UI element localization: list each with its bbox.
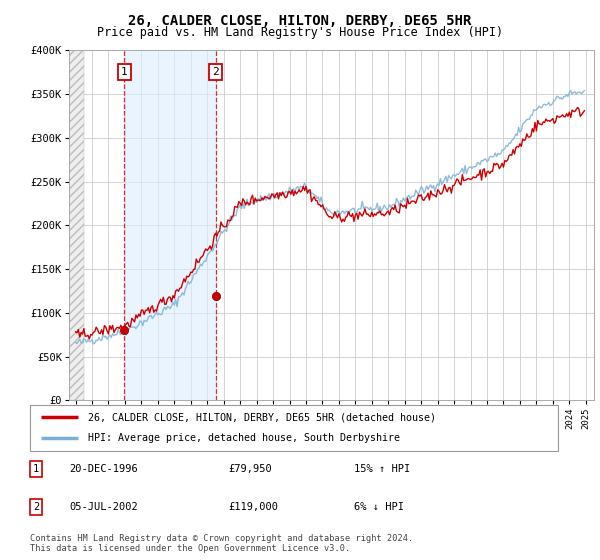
Bar xyxy=(124,50,215,400)
Text: 1: 1 xyxy=(121,67,128,77)
Text: 2: 2 xyxy=(212,67,219,77)
Text: 26, CALDER CLOSE, HILTON, DERBY, DE65 5HR: 26, CALDER CLOSE, HILTON, DERBY, DE65 5H… xyxy=(128,14,472,28)
Text: Contains HM Land Registry data © Crown copyright and database right 2024.
This d: Contains HM Land Registry data © Crown c… xyxy=(30,534,413,553)
Text: 26, CALDER CLOSE, HILTON, DERBY, DE65 5HR (detached house): 26, CALDER CLOSE, HILTON, DERBY, DE65 5H… xyxy=(88,412,436,422)
Text: 2: 2 xyxy=(33,502,39,512)
FancyBboxPatch shape xyxy=(30,405,558,451)
Text: 1: 1 xyxy=(33,464,39,474)
Text: £79,950: £79,950 xyxy=(228,464,272,474)
Text: 6% ↓ HPI: 6% ↓ HPI xyxy=(354,502,404,512)
Text: 05-JUL-2002: 05-JUL-2002 xyxy=(69,502,138,512)
Text: 15% ↑ HPI: 15% ↑ HPI xyxy=(354,464,410,474)
Text: 20-DEC-1996: 20-DEC-1996 xyxy=(69,464,138,474)
Text: £119,000: £119,000 xyxy=(228,502,278,512)
Text: HPI: Average price, detached house, South Derbyshire: HPI: Average price, detached house, Sout… xyxy=(88,433,400,444)
Text: Price paid vs. HM Land Registry's House Price Index (HPI): Price paid vs. HM Land Registry's House … xyxy=(97,26,503,39)
